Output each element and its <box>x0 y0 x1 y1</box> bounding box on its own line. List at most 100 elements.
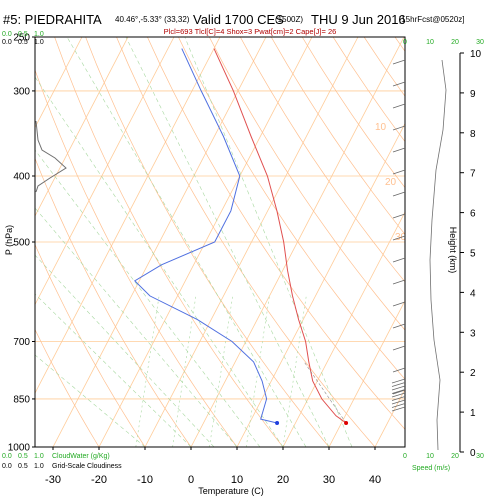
cloudiness-scale-value: 0.5 <box>18 39 28 46</box>
wind-barb <box>392 301 406 307</box>
parcel-path <box>303 361 347 424</box>
dry-adiabat <box>394 37 405 52</box>
axes: 250 300 400 500 700 850 1000 P (hPa) -30 -20 -10 0 1… <box>4 33 381 497</box>
height-tick-label: 5 <box>470 249 476 260</box>
speed-scale-value: 20 <box>451 39 459 46</box>
cloudwater-scale-value: 1.0 <box>34 31 44 38</box>
height-tick-label: 2 <box>470 368 476 379</box>
wind-barb <box>391 399 406 405</box>
mixing-ratio-line <box>135 295 160 447</box>
wind-barb <box>392 257 406 263</box>
wind-barb <box>391 392 406 398</box>
wind-barb <box>392 147 406 153</box>
speed-scale-value: 10 <box>426 39 434 46</box>
height-tick-label: 0 <box>470 448 476 459</box>
sounding-profiles <box>133 48 349 425</box>
dry-adiabat <box>54 37 284 447</box>
height-tick-label: 6 <box>470 209 476 220</box>
dry-adiabat <box>147 37 405 430</box>
mixing-ratio-line <box>209 295 233 447</box>
wind-barb <box>391 403 406 408</box>
pressure-tick-label: 700 <box>13 337 30 348</box>
utc-time: (1500Z) <box>275 15 304 24</box>
cloudiness-scale-value: 0.5 <box>18 463 28 470</box>
adiabat-label: 10 <box>375 122 387 133</box>
speed-scale-value: 30 <box>476 39 484 46</box>
height-tick-label: 1 <box>470 408 476 419</box>
wind-barb <box>392 213 406 219</box>
wind-barb <box>392 389 406 395</box>
temperature-tick-label: 0 <box>188 474 194 486</box>
dewpoint-line <box>133 48 278 424</box>
cloudiness-scale-value: 0.0 <box>2 39 12 46</box>
moist-adiabat <box>66 37 307 447</box>
height-tick-label: 3 <box>470 328 476 339</box>
height-tick-label: 9 <box>470 89 476 100</box>
height-tick-label: 7 <box>470 169 476 180</box>
height-tick-label: 10 <box>470 49 482 60</box>
temperature-line <box>213 48 347 424</box>
cloudwater-scale-value: 0.5 <box>18 31 28 38</box>
temperature-tick-label: 30 <box>323 474 335 486</box>
cloudwater-scale-value: 0.0 <box>2 453 12 460</box>
pressure-tick-label: 850 <box>13 394 30 405</box>
wind-barb <box>392 59 406 65</box>
isotherm-line <box>35 37 221 394</box>
dry-adiabat <box>270 37 405 235</box>
wind-barb <box>392 169 406 175</box>
mixing-ratio-line <box>282 295 307 447</box>
dry-adiabat <box>35 328 100 447</box>
wind-barb <box>392 367 406 373</box>
wind-barb <box>391 385 406 391</box>
cloudiness-scale-value: 1.0 <box>34 463 44 470</box>
pressure-tick-label: 400 <box>13 172 30 183</box>
station-coords: 40.46°,-5.33° (33,32) <box>115 15 190 24</box>
isotherm-line <box>328 299 405 447</box>
temperature-tick-label: 20 <box>277 474 289 486</box>
speed-scale-value: 0 <box>403 39 407 46</box>
isotherm-line <box>35 37 175 306</box>
pressure-tick-label: 250 <box>13 33 30 44</box>
cloudiness-trace <box>35 120 67 193</box>
pressure-tick-label: 300 <box>13 86 30 97</box>
moist-adiabat <box>35 254 215 447</box>
isotherm-line <box>98 37 313 447</box>
cloudiness-scale-value: 0.0 <box>2 463 12 470</box>
adiabat-label: 20 <box>385 177 397 188</box>
dry-adiabat <box>488 37 500 447</box>
cloudiness-scale-value: 1.0 <box>34 39 44 46</box>
surface-temperature-dot <box>344 420 349 425</box>
cloudwater-scale-value: 0.0 <box>2 31 12 38</box>
wind-barb <box>392 279 406 285</box>
temperature-tick-label: -10 <box>137 474 153 486</box>
wind-barb <box>391 378 406 384</box>
wind-barb <box>392 235 406 241</box>
dry-adiabat <box>178 37 405 380</box>
isotherm-line <box>35 37 83 129</box>
dry-adiabat <box>35 69 238 447</box>
height-axis-label: Height (km) <box>448 227 458 274</box>
speed-axis-label: Speed (m/s) <box>412 465 450 472</box>
cloudwater-label: CloudWater (g/Kg) <box>52 453 110 460</box>
pressure-tick-label: 500 <box>13 238 30 249</box>
side-panels: 0.0 0.5 1.00.0 0.5 1.00.00.00.50.51.01.0Clou… <box>2 31 484 472</box>
wind-barb <box>392 125 406 131</box>
wind-barb <box>392 191 406 197</box>
pressure-tick-label: 1000 <box>8 443 31 454</box>
height-tick-label: 8 <box>470 129 476 140</box>
speed-scale-value: 20 <box>451 453 459 460</box>
wind-barb <box>391 396 406 401</box>
surface-dewpoint-dot <box>275 420 280 425</box>
dry-adiabat <box>116 37 376 447</box>
wind-barb <box>392 103 406 109</box>
adiabat-label: 40 <box>405 287 417 298</box>
height-tick-label: 4 <box>470 288 476 299</box>
wind-barb <box>391 382 406 387</box>
wind-speed-trace <box>429 59 447 451</box>
station-name: #5: PIEDRAHITA <box>3 12 102 27</box>
dry-adiabat <box>457 37 500 447</box>
forecast-run: [15hrFcst@0520z] <box>399 15 465 24</box>
pressure-axis-label: P (hPa) <box>4 225 14 255</box>
moist-adiabat <box>35 207 238 447</box>
